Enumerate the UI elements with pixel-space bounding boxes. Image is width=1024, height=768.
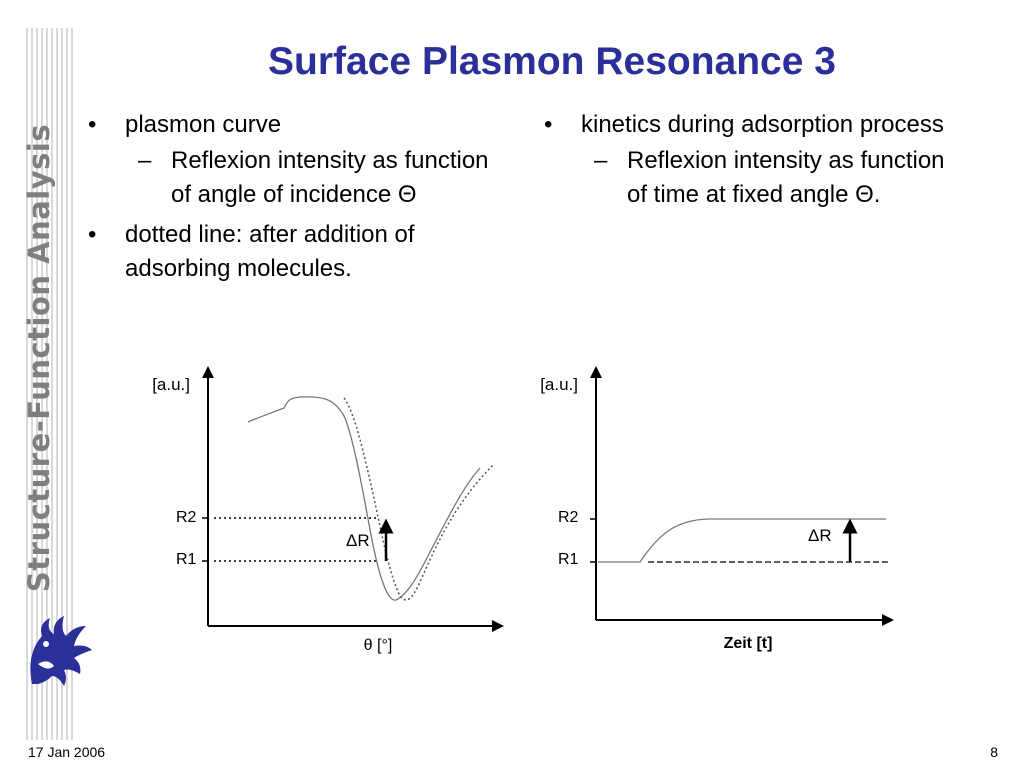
tick-label-r1: R1 — [176, 551, 197, 568]
plasmon-curve-solid — [247, 396, 481, 601]
sub-bullet-text: Reflexion intensity as function of angle… — [171, 147, 489, 208]
bullet-item: • plasmon curve — [88, 108, 508, 142]
sub-bullet-item: – Reflexion intensity as function of tim… — [544, 144, 964, 212]
sub-bullet-item: – Reflexion intensity as function of ang… — [88, 144, 508, 212]
plasmon-curve-dotted — [343, 397, 495, 601]
side-label: Structure-Function Analysis — [14, 118, 64, 598]
delta-r-label: ΔR — [346, 531, 370, 550]
right-column: • kinetics during adsorption process – R… — [544, 108, 964, 218]
bullet-item: • kinetics during adsorption process — [544, 108, 964, 142]
x-axis-label: θ [°] — [364, 637, 393, 654]
bullet-text: plasmon curve — [125, 111, 282, 138]
bullet-item: • dotted line: after addition of adsorbi… — [88, 218, 508, 286]
kinetics-curve-solid — [598, 518, 886, 563]
bullet-marker: • — [88, 221, 97, 248]
page-number: 8 — [990, 744, 998, 760]
x-axis-label: Zeit [t] — [724, 635, 773, 652]
kinetics-chart: R [a.u.] Zeit [t] R2 R1 ΔR — [540, 366, 894, 652]
plasmon-curve-chart: R [a.u.] θ [°] R2 R1 ΔR — [150, 366, 504, 654]
bullet-text: kinetics during adsorption process — [581, 111, 944, 138]
sub-bullet-text: Reflexion intensity as function of time … — [627, 147, 945, 208]
sub-bullet-marker: – — [138, 147, 152, 174]
y-axis-label: R [a.u.] — [540, 375, 578, 394]
bullet-marker: • — [544, 111, 553, 138]
bullet-text: dotted line: after addition of adsorbing… — [125, 221, 415, 282]
y-axis-label: R [a.u.] — [150, 375, 190, 394]
decorative-stripe-band — [26, 28, 74, 740]
side-label-text: Structure-Function Analysis — [22, 123, 56, 593]
bullet-marker: • — [88, 111, 97, 138]
slide-title: Surface Plasmon Resonance 3 — [268, 40, 836, 83]
footer-date: 17 Jan 2006 — [28, 744, 106, 760]
tick-label-r2: R2 — [558, 509, 579, 526]
tick-label-r2: R2 — [176, 509, 197, 526]
tick-label-r1: R1 — [558, 551, 579, 568]
university-logo-icon — [30, 616, 92, 686]
delta-r-label: ΔR — [808, 526, 832, 545]
left-column: • plasmon curve – Reflexion intensity as… — [88, 108, 508, 288]
sub-bullet-marker: – — [594, 147, 608, 174]
